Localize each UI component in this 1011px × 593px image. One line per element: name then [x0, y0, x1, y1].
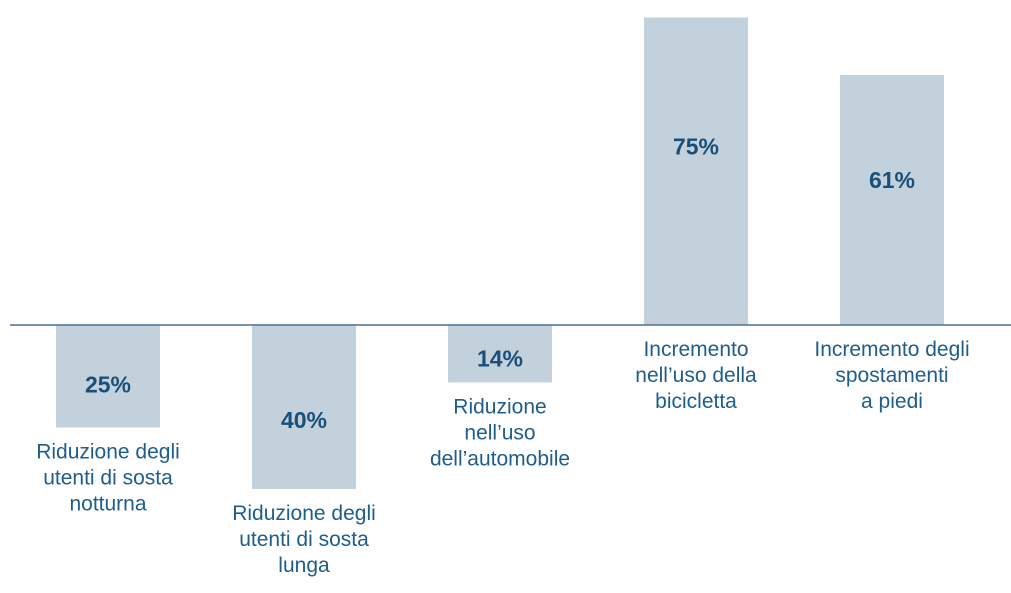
bar-4 [644, 17, 748, 325]
category-label-1-line-1: Riduzione degli [36, 441, 180, 464]
category-label-5-line-2: spostamenti [835, 364, 948, 387]
bar-1 [56, 325, 160, 428]
category-label-2-line-2: utenti di sosta [239, 528, 369, 551]
category-label-5-line-3: a piedi [861, 390, 923, 413]
category-label-2-line-3: lunga [278, 554, 330, 577]
category-label-3-line-3: dell’automobile [430, 447, 570, 470]
value-label-2: 40% [281, 407, 327, 433]
value-label-5: 61% [869, 167, 915, 193]
value-label-1: 25% [85, 371, 131, 397]
bar-3 [448, 325, 552, 383]
value-label-3: 14% [477, 345, 523, 371]
category-label-5-line-1: Incremento degli [814, 338, 969, 361]
category-label-2-line-1: Riduzione degli [232, 502, 376, 525]
category-label-4-line-2: nell’uso della [635, 364, 757, 387]
bar-2 [252, 325, 356, 489]
value-label-4: 75% [673, 134, 719, 160]
category-label-4-line-3: bicicletta [655, 390, 737, 413]
category-label-3-line-1: Riduzione [453, 395, 546, 418]
category-label-4-line-1: Incremento [643, 338, 748, 361]
bar-5 [840, 74, 944, 326]
category-label-3-line-2: nell’uso [464, 421, 535, 444]
category-label-1-line-3: notturna [69, 493, 146, 516]
category-label-1-line-2: utenti di sosta [43, 467, 173, 490]
